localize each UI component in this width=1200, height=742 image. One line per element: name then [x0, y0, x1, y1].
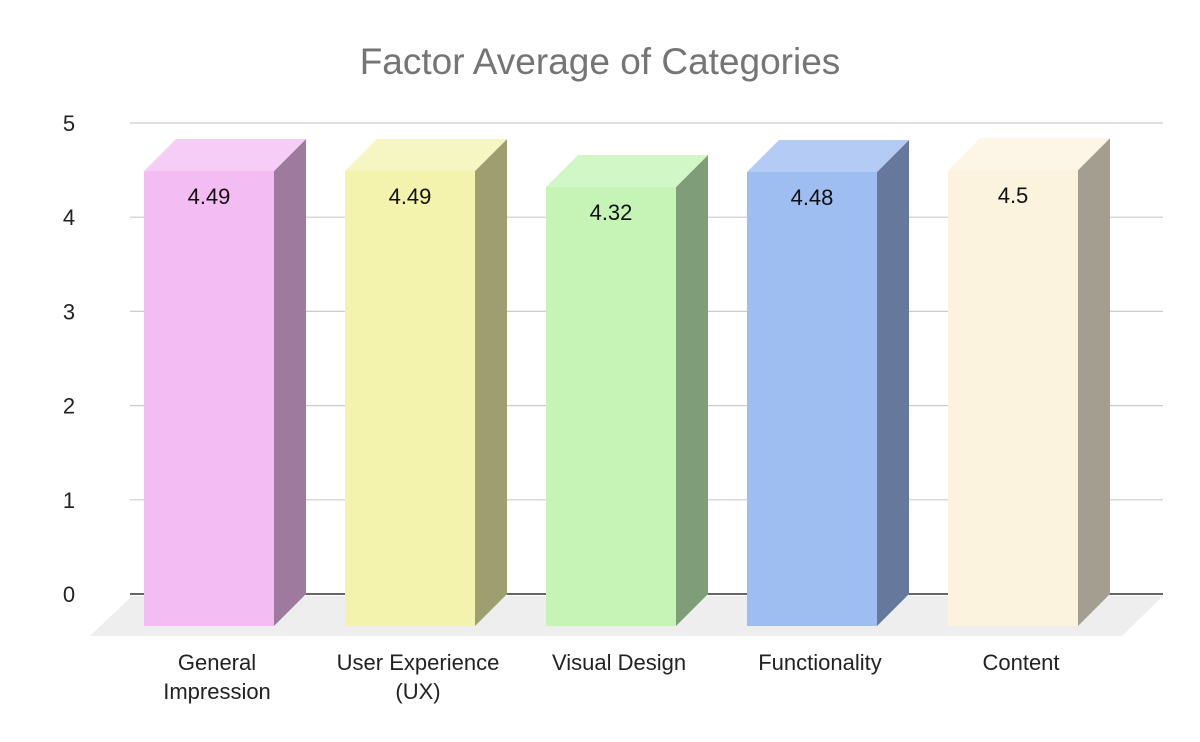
- x-tick-label: User Experience (UX): [337, 650, 500, 704]
- x-tick-label: Visual Design: [552, 650, 686, 675]
- y-tick-label: 4: [63, 205, 75, 230]
- bar-side: [274, 139, 306, 627]
- data-label: 4.49: [188, 184, 231, 209]
- bar-top: [948, 138, 1110, 171]
- y-tick-label: 3: [63, 299, 75, 324]
- bar-side: [877, 139, 909, 626]
- data-label: 4.5: [998, 183, 1029, 208]
- data-label: 4.49: [389, 184, 432, 209]
- x-tick-label: General Impression: [163, 650, 271, 704]
- bar: [546, 155, 708, 626]
- x-tick-label: Content: [982, 650, 1059, 675]
- y-tick-label: 2: [63, 394, 75, 419]
- bar-front: [144, 171, 274, 627]
- bar-top: [546, 155, 708, 188]
- bar: [345, 139, 507, 627]
- bar-top: [144, 139, 306, 172]
- bar-side: [475, 139, 507, 627]
- bar: [747, 139, 909, 626]
- bar-top: [747, 139, 909, 172]
- data-label: 4.32: [590, 200, 633, 225]
- bar-front: [546, 187, 676, 626]
- y-tick-label: 1: [63, 488, 75, 513]
- bar-side: [676, 155, 708, 626]
- bar-front: [948, 170, 1078, 626]
- y-tick-label: 5: [63, 111, 75, 136]
- bar-top: [345, 139, 507, 172]
- bar-front: [345, 171, 475, 627]
- y-tick-label: 0: [63, 582, 75, 607]
- data-label: 4.48: [791, 185, 834, 210]
- bar: [144, 139, 306, 627]
- bar: [948, 138, 1110, 626]
- bar-front: [747, 171, 877, 626]
- bar-side: [1078, 138, 1110, 626]
- x-tick-label: Functionality: [758, 650, 882, 675]
- chart-title: Factor Average of Categories: [360, 41, 841, 82]
